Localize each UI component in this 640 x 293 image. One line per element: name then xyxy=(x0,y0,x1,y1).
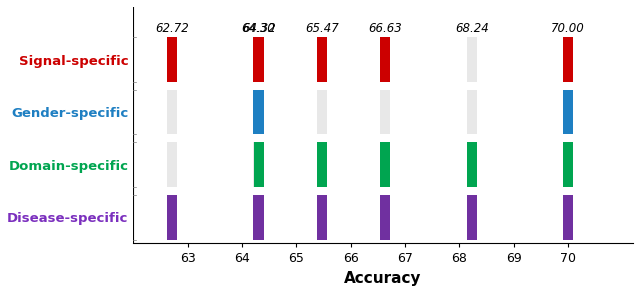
Bar xyxy=(253,142,263,187)
Bar xyxy=(467,37,477,82)
Bar xyxy=(254,195,264,240)
Text: 70.00: 70.00 xyxy=(551,22,585,35)
Bar xyxy=(168,142,177,187)
Bar xyxy=(168,195,177,240)
Bar xyxy=(563,37,573,82)
X-axis label: Accuracy: Accuracy xyxy=(344,271,422,286)
Bar xyxy=(317,90,326,134)
Text: 66.63: 66.63 xyxy=(368,22,402,35)
Bar xyxy=(253,90,263,134)
Bar xyxy=(380,142,390,187)
Bar xyxy=(380,90,390,134)
Bar xyxy=(380,195,390,240)
Bar xyxy=(317,142,326,187)
Text: 64.30: 64.30 xyxy=(241,22,275,35)
Bar xyxy=(168,90,177,134)
Bar xyxy=(317,195,326,240)
Bar xyxy=(467,142,477,187)
Bar xyxy=(254,142,264,187)
Bar xyxy=(380,37,390,82)
Bar xyxy=(563,142,573,187)
Bar xyxy=(467,195,477,240)
Bar xyxy=(253,37,263,82)
Bar xyxy=(254,37,264,82)
Text: 65.47: 65.47 xyxy=(305,22,339,35)
Bar xyxy=(563,195,573,240)
Bar xyxy=(253,195,263,240)
Text: 64.32: 64.32 xyxy=(243,22,276,35)
Bar xyxy=(563,90,573,134)
Text: 62.72: 62.72 xyxy=(156,22,189,35)
Bar xyxy=(168,37,177,82)
Bar xyxy=(317,37,326,82)
Bar xyxy=(467,90,477,134)
Bar xyxy=(254,90,264,134)
Text: 68.24: 68.24 xyxy=(455,22,489,35)
